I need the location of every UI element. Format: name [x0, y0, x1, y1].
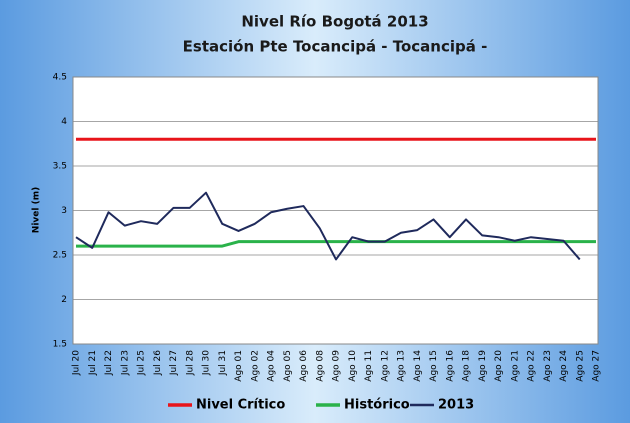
- x-tick-label: Ago 09: [332, 350, 342, 382]
- x-tick-label: Ago 19: [478, 350, 488, 382]
- x-tick-label: Ago 02: [250, 350, 260, 382]
- x-tick-label: Ago 11: [364, 350, 374, 382]
- y-tick-label: 1.5: [53, 340, 67, 350]
- x-tick-label: Jul 27: [169, 350, 179, 376]
- x-tick-label: Ago 01: [234, 350, 244, 382]
- y-tick-label: 4.5: [53, 73, 67, 83]
- x-tick-label: Ago 18: [462, 350, 472, 382]
- x-tick-label: Ago 06: [299, 350, 309, 382]
- x-tick-label: Ago 04: [267, 350, 277, 382]
- x-tick-label: Jul 20: [72, 350, 82, 376]
- x-tick-label: Jul 28: [185, 350, 195, 376]
- y-tick-label: 2.5: [53, 251, 67, 261]
- x-tick-label: Ago 22: [527, 350, 537, 382]
- y-tick-label: 3.5: [53, 162, 67, 172]
- series-line: [75, 191, 581, 261]
- x-tick-label: Ago 24: [559, 350, 569, 382]
- chart-title: Nivel Río Bogotá 2013: [241, 13, 428, 31]
- x-tick-label: Ago 16: [445, 350, 455, 382]
- legend-label: 2013: [438, 398, 474, 413]
- x-tick-label: Ago 15: [429, 350, 439, 382]
- x-tick-label: Jul 23: [120, 350, 130, 376]
- x-tick-label: Ago 20: [494, 350, 504, 382]
- x-tick-label: Jul 26: [153, 350, 163, 376]
- legend-label: Nivel Crítico: [196, 398, 285, 413]
- x-tick-label: Ago 10: [348, 350, 358, 382]
- legend-label: Histórico: [344, 398, 410, 413]
- x-tick-label: Ago 14: [413, 350, 423, 382]
- x-tick-label: Jul 22: [104, 350, 114, 376]
- x-tick-label: Jul 21: [88, 350, 98, 376]
- x-tick-label: Ago 23: [543, 350, 553, 382]
- x-tick-label: Ago 12: [380, 350, 390, 382]
- y-axis-label: Nivel (m): [32, 187, 42, 233]
- y-tick-label: 2: [61, 295, 67, 305]
- x-tick-label: Ago 08: [315, 350, 325, 382]
- x-tick-label: Ago 05: [283, 350, 293, 382]
- y-tick-label: 3: [61, 206, 67, 216]
- y-tick-label: 4: [61, 117, 67, 127]
- x-tick-label: Jul 31: [218, 350, 228, 376]
- x-tick-label: Jul 30: [202, 350, 212, 376]
- x-tick-label: Jul 25: [137, 350, 147, 376]
- x-tick-label: Ago 21: [510, 350, 520, 382]
- series-line: [76, 240, 596, 248]
- chart-subtitle: Estación Pte Tocancipá - Tocancipá -: [183, 38, 488, 56]
- x-tick-label: Ago 25: [575, 350, 585, 382]
- x-tick-label: Ago 13: [397, 350, 407, 382]
- x-tick-label: Ago 27: [592, 350, 602, 382]
